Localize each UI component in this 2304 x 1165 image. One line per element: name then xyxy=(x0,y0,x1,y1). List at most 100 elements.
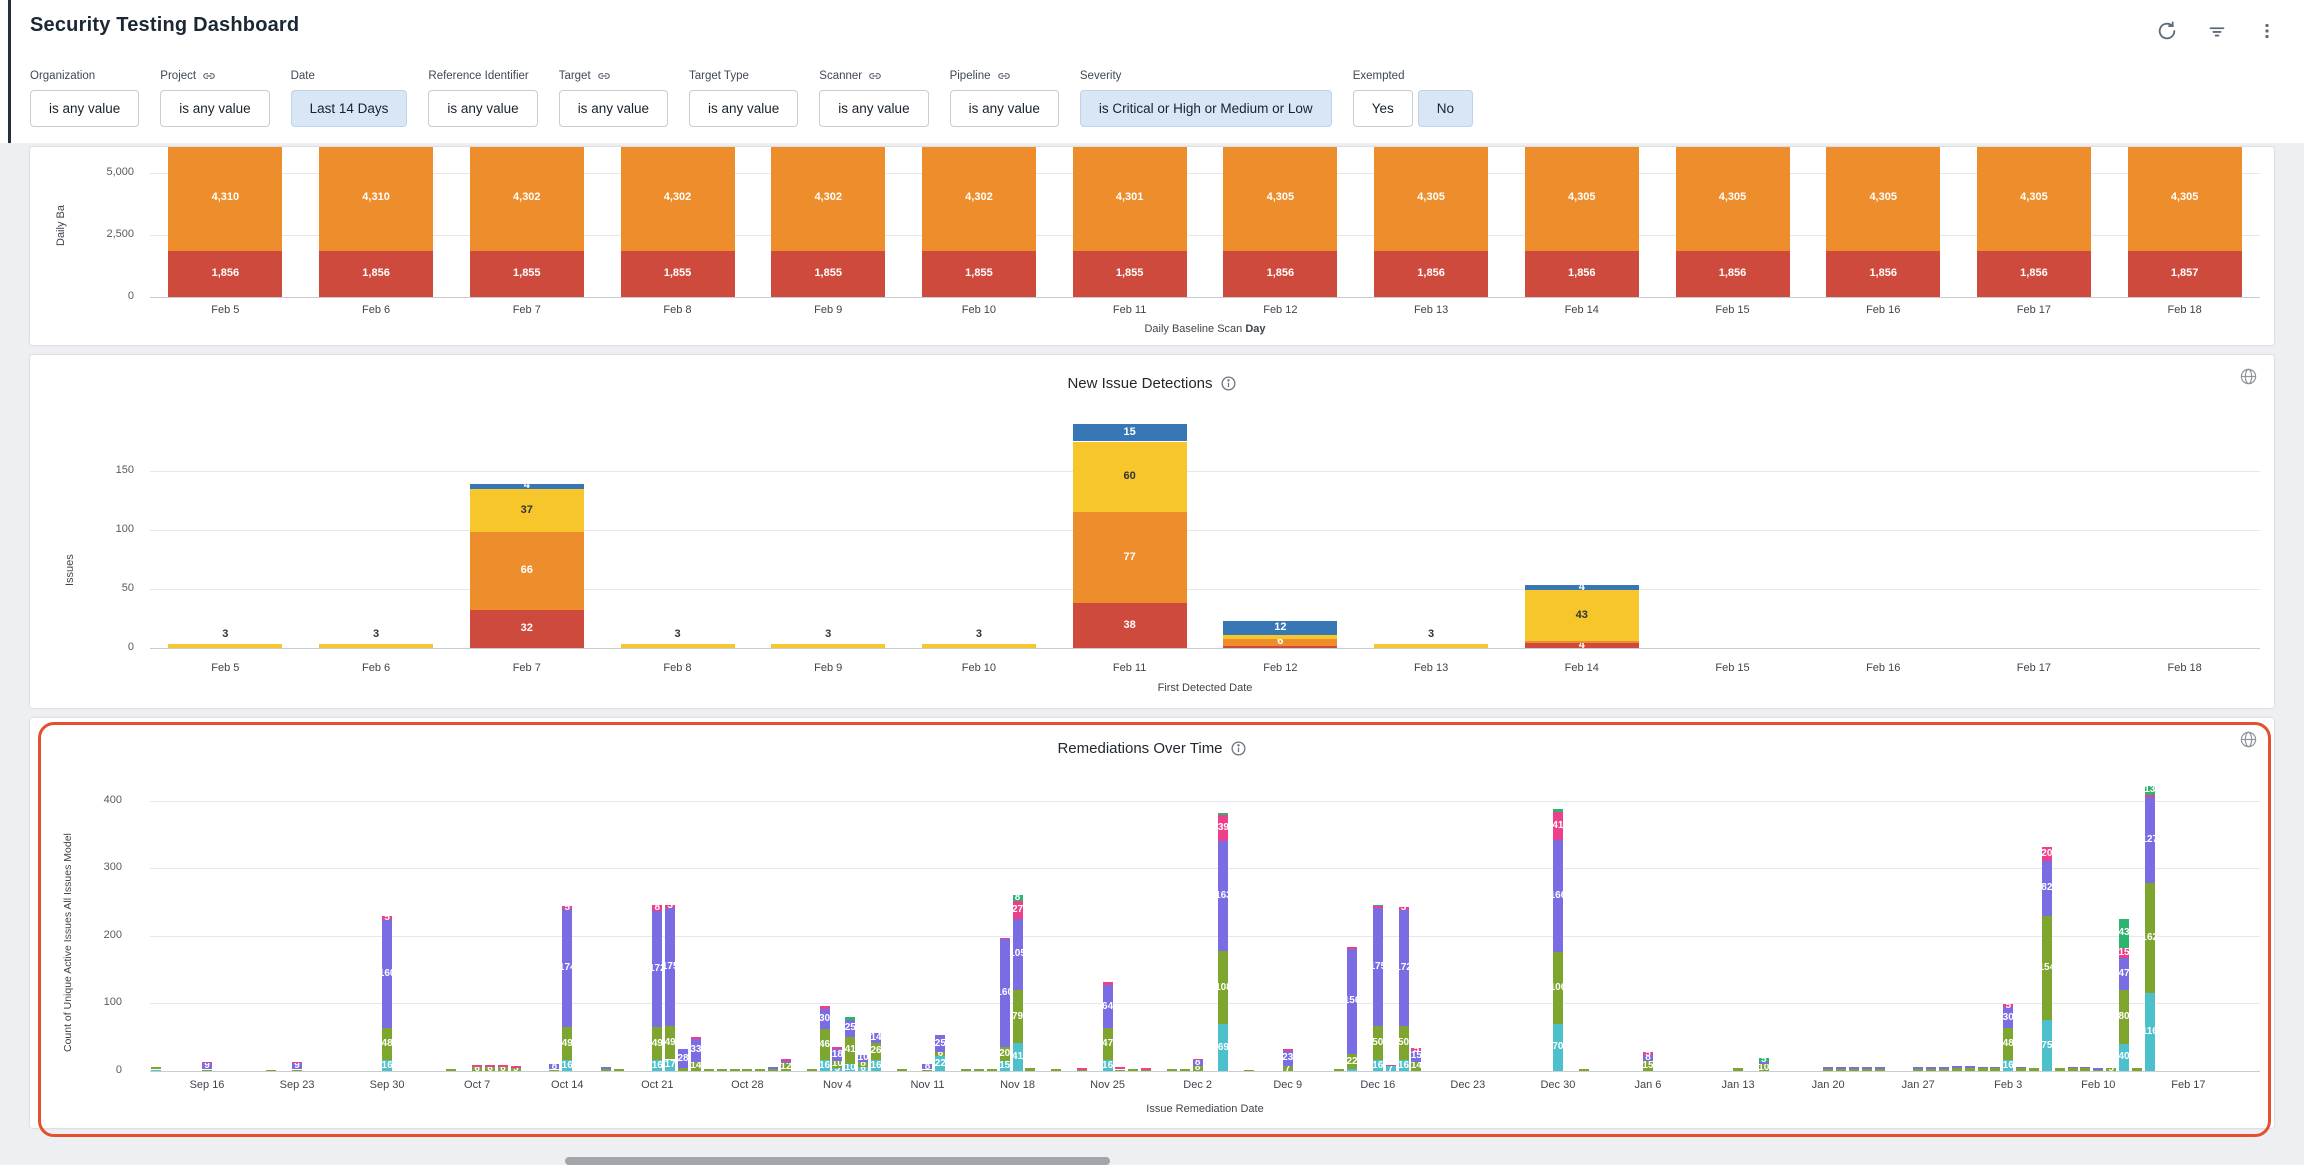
bar-segment-green[interactable] xyxy=(1218,951,1229,1025)
bar-segment-green[interactable] xyxy=(999,1047,1010,1061)
bar-segment-pink[interactable] xyxy=(2119,947,2130,959)
bar-segment-pink[interactable] xyxy=(1102,982,1113,986)
bar-segment-pink[interactable] xyxy=(1411,1048,1422,1052)
bar-segment-teal[interactable] xyxy=(382,1060,393,1071)
bar-segment-green[interactable] xyxy=(1913,1068,1924,1071)
bar-segment-teal[interactable] xyxy=(1372,1060,1383,1071)
bar-segment-purple[interactable] xyxy=(1642,1055,1653,1061)
bar-segment-purple[interactable] xyxy=(1372,908,1383,1027)
bar-segment-pink[interactable] xyxy=(485,1065,496,1067)
bar-segment-pink[interactable] xyxy=(382,916,393,920)
bar-segment-green[interactable] xyxy=(2067,1068,2078,1071)
bar-segment-high[interactable] xyxy=(1374,147,1489,251)
bar-segment-critical[interactable] xyxy=(1072,250,1187,297)
bar-segment-purple[interactable] xyxy=(690,1039,701,1062)
bar-segment-pink[interactable] xyxy=(1076,1068,1087,1070)
bar-segment-critical[interactable] xyxy=(469,610,584,648)
bar-segment-purple[interactable] xyxy=(1012,918,1023,990)
bar-segment-green[interactable] xyxy=(562,1027,573,1061)
bar-segment-critical[interactable] xyxy=(1826,250,1941,297)
bar-segment-pink[interactable] xyxy=(1282,1049,1293,1051)
bar-segment-green[interactable] xyxy=(1166,1068,1177,1071)
bar-segment-teal[interactable] xyxy=(819,1060,830,1071)
bar-segment-purple[interactable] xyxy=(858,1054,869,1062)
filter-chip-exempted[interactable]: Yes xyxy=(1352,90,1413,127)
bar-segment-green[interactable] xyxy=(1552,952,1563,1024)
bar-segment-green[interactable] xyxy=(485,1066,496,1071)
bar-segment-green[interactable] xyxy=(2131,1068,2142,1071)
bar-segment-green[interactable] xyxy=(1990,1068,2001,1071)
bar-segment-pink[interactable] xyxy=(510,1066,521,1068)
bar-segment-green[interactable] xyxy=(1758,1064,1769,1071)
bar-segment-green[interactable] xyxy=(1025,1068,1036,1071)
bar-segment-purple[interactable] xyxy=(1823,1066,1834,1069)
bar-segment-green[interactable] xyxy=(1578,1068,1589,1071)
filter-chip-target[interactable]: is any value xyxy=(558,90,668,127)
bar-segment-teal[interactable] xyxy=(2003,1060,2014,1071)
bar-segment-medium[interactable] xyxy=(620,644,735,648)
bar-segment-purple[interactable] xyxy=(2119,958,2130,990)
bar-segment-critical[interactable] xyxy=(2127,250,2242,297)
bar-segment-pink[interactable] xyxy=(497,1065,508,1067)
bar-segment-purple[interactable] xyxy=(1835,1066,1846,1069)
bar-segment-green[interactable] xyxy=(1347,1054,1358,1069)
bar-segment-teal[interactable] xyxy=(858,1066,869,1071)
bar-segment-green[interactable] xyxy=(2028,1068,2039,1071)
bar-segment-green[interactable] xyxy=(266,1069,277,1071)
bar-segment-green[interactable] xyxy=(472,1066,483,1071)
bar-segment-critical[interactable] xyxy=(921,250,1036,297)
bar-segment-pink[interactable] xyxy=(2041,847,2052,861)
filter-chip-scanner[interactable]: is any value xyxy=(819,90,929,127)
bar-segment-green[interactable] xyxy=(755,1068,766,1071)
bar-segment-pink[interactable] xyxy=(2144,794,2155,798)
info-icon[interactable] xyxy=(1220,375,1237,392)
bar-segment-pink[interactable] xyxy=(819,1006,830,1009)
filter-chip-target-type[interactable]: is any value xyxy=(688,90,799,127)
bar-segment-green[interactable] xyxy=(678,1068,689,1071)
bar-segment-green[interactable] xyxy=(2093,1069,2104,1071)
bar-segment-critical[interactable] xyxy=(469,250,584,297)
bar-segment-teal[interactable] xyxy=(1102,1060,1113,1071)
bar-segment-teal[interactable] xyxy=(1012,1043,1023,1071)
bar-segment-green[interactable] xyxy=(2016,1068,2027,1071)
bar-segment-green[interactable] xyxy=(986,1068,997,1071)
bar-segment-pink[interactable] xyxy=(780,1059,791,1062)
bar-segment-teal[interactable] xyxy=(150,1069,161,1071)
bar-segment-critical[interactable] xyxy=(620,250,735,297)
bar-segment-pink[interactable] xyxy=(999,937,1010,940)
bar-segment-critical[interactable] xyxy=(1524,643,1639,648)
bar-segment-high[interactable] xyxy=(1976,147,2091,251)
bar-segment-green[interactable] xyxy=(2041,916,2052,1021)
bar-segment-green[interactable] xyxy=(703,1068,714,1071)
bar-segment-green[interactable] xyxy=(1192,1065,1203,1071)
bar-segment-teal[interactable] xyxy=(665,1059,676,1071)
bar-segment-green[interactable] xyxy=(935,1052,946,1057)
bar-segment-green[interactable] xyxy=(1848,1068,1859,1071)
bar-segment-green[interactable] xyxy=(600,1068,611,1071)
bar-segment-high[interactable] xyxy=(469,532,584,611)
bar-segment-green[interactable] xyxy=(202,1069,212,1071)
bar-segment-teal[interactable] xyxy=(999,1060,1010,1071)
bar-segment-purple[interactable] xyxy=(922,1064,933,1070)
bar-segment-green[interactable] xyxy=(845,1036,856,1065)
bar-segment-purple[interactable] xyxy=(652,910,663,1028)
bar-segment-purple[interactable] xyxy=(845,1019,856,1037)
bar-segment-pink[interactable] xyxy=(472,1065,483,1067)
bar-segment-medium[interactable] xyxy=(771,644,886,648)
bar-segment-green[interactable] xyxy=(446,1068,457,1071)
bar-segment-medium[interactable] xyxy=(1524,590,1639,641)
bar-segment-purple[interactable] xyxy=(1926,1066,1937,1069)
bar-segment-green[interactable] xyxy=(292,1069,303,1071)
bar-segment-teal[interactable] xyxy=(562,1060,573,1071)
bar-segment-green[interactable] xyxy=(510,1067,521,1071)
bar-segment-purple[interactable] xyxy=(1874,1066,1885,1069)
bar-segment-emerald[interactable] xyxy=(2144,785,2155,795)
bar-segment-green[interactable] xyxy=(690,1061,701,1071)
bar-segment-green[interactable] xyxy=(2106,1067,2117,1071)
bar-segment-emerald[interactable] xyxy=(1552,809,1563,813)
bar-segment-teal[interactable] xyxy=(1385,1066,1396,1071)
filter-chip-date[interactable]: Last 14 Days xyxy=(290,90,408,127)
bar-segment-high[interactable] xyxy=(1223,638,1338,646)
bar-segment-high[interactable] xyxy=(168,147,283,251)
bar-segment-green[interactable] xyxy=(2119,989,2130,1044)
